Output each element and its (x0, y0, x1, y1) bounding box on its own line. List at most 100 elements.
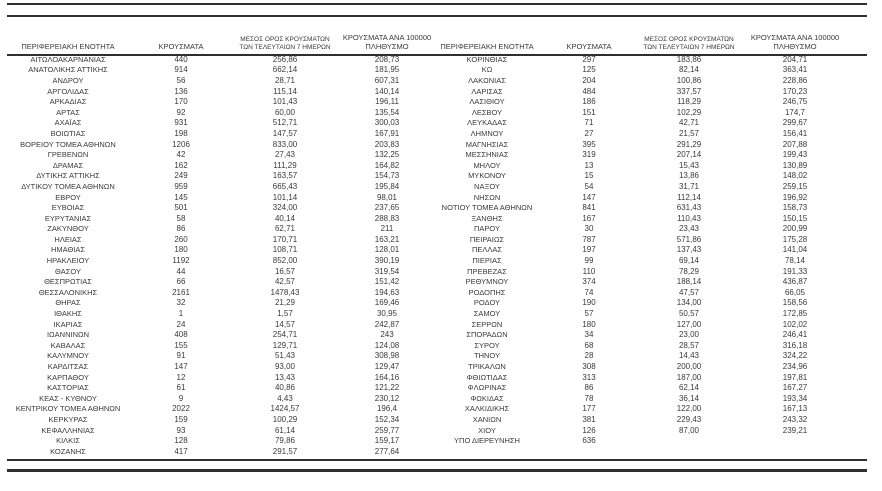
table-header: ΠΕΡΙΦΕΡΕΙΑΚΗ ΕΝΟΤΗΤΑ ΚΡΟΥΣΜΑΤΑ ΜΕΣΟΣ ΟΡΟ… (440, 25, 867, 54)
cases-cell: 151 (582, 107, 596, 117)
cases-cell: 319 (582, 150, 596, 160)
region-cell: ΑΙΤΩΛΟΑΚΑΡΝΑΝΙΑΣ (30, 54, 106, 64)
per100k-cell: 150,15 (782, 213, 808, 223)
table-row: ΛΑΚΩΝΙΑΣ 204 100,86 228,86 (441, 75, 867, 86)
avg7-cell: 69,14 (678, 256, 700, 266)
table-row: ΜΗΛΟΥ 13 15,43 130,89 (441, 160, 867, 171)
region-cell: ΥΠΟ ΔΙΕΡΕΥΝΗΣΗ (454, 436, 520, 446)
col-header-cases-label: ΚΡΟΥΣΜΑΤΑ (158, 41, 204, 51)
region-cell: ΚΕΝΤΡΙΚΟΥ ΤΟΜΕΑ ΑΘΗΝΩΝ (15, 404, 121, 414)
region-cell: ΚΕΦΑΛΛΗΝΙΑΣ (41, 425, 95, 435)
per100k-cell: 194,63 (374, 287, 400, 297)
avg7-cell: 324,00 (272, 203, 298, 213)
per100k-cell: 199,43 (782, 150, 808, 160)
table-row: ΚΑΛΥΜΝΟΥ 91 51,43 308,98 (7, 351, 437, 362)
avg7-cell: 833,00 (272, 139, 298, 149)
cases-cell: 66 (176, 277, 186, 287)
avg7-cell: 51,43 (274, 351, 296, 361)
cases-cell: 68 (584, 340, 594, 350)
region-cell: ΡΟΔΟΥ (473, 298, 501, 308)
col-header-per100k-label: ΚΡΟΥΣΜΑΤΑ ΑΝΑ 100000 ΠΛΗΘΥΣΜΟ (342, 33, 432, 51)
col-header-region-label: ΠΕΡΙΦΕΡΕΙΑΚΗ ΕΝΟΤΗΤΑ (21, 41, 115, 51)
avg7-cell: 62,71 (274, 224, 296, 234)
regional-cases-table-left: ΠΕΡΙΦΕΡΕΙΑΚΗ ΕΝΟΤΗΤΑ ΚΡΟΥΣΜΑΤΑ ΜΕΣΟΣ ΟΡΟ… (7, 25, 437, 457)
avg7-cell: 4,43 (277, 393, 293, 403)
avg7-cell: 207,14 (676, 150, 702, 160)
per100k-cell: 156,41 (782, 128, 808, 138)
cases-cell: 2161 (172, 287, 190, 297)
avg7-cell: 13,43 (274, 372, 296, 382)
region-cell: ΞΑΝΘΗΣ (471, 213, 503, 223)
region-cell: ΛΑΡΙΣΑΣ (471, 86, 503, 96)
region-cell: ΠΡΕΒΕΖΑΣ (467, 266, 507, 276)
per100k-cell: 140,14 (374, 86, 400, 96)
per100k-cell: 193,34 (782, 393, 808, 403)
cases-cell: 484 (582, 86, 596, 96)
cases-cell: 249 (174, 171, 188, 181)
region-cell: ΜΗΛΟΥ (473, 160, 501, 170)
table-row: ΜΥΚΟΝΟΥ 15 13,86 148,02 (441, 171, 867, 182)
cases-cell: 57 (584, 309, 594, 319)
avg7-cell: 60,00 (274, 107, 296, 117)
per100k-cell: 197,81 (782, 372, 808, 382)
per100k-cell: 164,16 (374, 372, 400, 382)
per100k-cell: 196,92 (782, 192, 808, 202)
cases-cell: 32 (176, 298, 186, 308)
region-cell: ΕΥΒΟΙΑΣ (51, 203, 85, 213)
cases-cell: 42 (176, 150, 186, 160)
cases-cell: 54 (584, 181, 594, 191)
table-row: ΔΥΤΙΚΟΥ ΤΟΜΕΑ ΑΘΗΝΩΝ 959 665,43 195,84 (7, 181, 437, 192)
cases-cell: 78 (584, 393, 594, 403)
cases-cell: 86 (176, 224, 186, 234)
region-cell: ΠΕΙΡΑΙΩΣ (469, 234, 505, 244)
avg7-cell: 28,71 (274, 75, 296, 85)
per100k-cell: 607,31 (374, 75, 400, 85)
avg7-cell: 36,14 (678, 393, 700, 403)
cases-cell: 71 (584, 118, 594, 128)
avg7-cell: 665,43 (272, 181, 298, 191)
cases-cell: 501 (174, 203, 188, 213)
cases-cell: 180 (582, 319, 596, 329)
region-cell: ΡΟΔΟΠΗΣ (468, 287, 506, 297)
per100k-cell: 207,88 (782, 139, 808, 149)
cases-cell: 1192 (172, 256, 190, 266)
per100k-cell: 164,82 (374, 160, 400, 170)
table-row: ΑΡΤΑΣ 92 60,00 135,54 (7, 107, 437, 118)
per100k-cell: 129,47 (374, 362, 400, 372)
table-row: ΚΕΝΤΡΙΚΟΥ ΤΟΜΕΑ ΑΘΗΝΩΝ 2022 1424,57 196,4 (7, 404, 437, 415)
cases-cell: 170 (174, 97, 188, 107)
avg7-cell: 122,00 (676, 404, 702, 414)
cases-cell: 126 (582, 425, 596, 435)
avg7-cell: 256,86 (272, 54, 298, 64)
per100k-cell: 98,01 (376, 192, 398, 202)
table-row: ΚΑΒΑΛΑΣ 155 129,71 124,08 (7, 340, 437, 351)
avg7-cell: 110,43 (677, 213, 701, 223)
avg7-cell: 200,00 (676, 362, 702, 372)
cases-cell: 44 (176, 266, 186, 276)
region-cell: ΔΡΑΜΑΣ (52, 160, 84, 170)
avg7-cell: 100,29 (272, 414, 298, 424)
cases-cell: 260 (174, 234, 188, 244)
per100k-cell: 158,73 (782, 203, 808, 213)
cases-cell: 86 (584, 383, 594, 393)
table-row: ΚΑΣΤΟΡΙΑΣ 61 40,86 121,22 (7, 382, 437, 393)
table-row: ΓΡΕΒΕΝΩΝ 42 27,43 132,25 (7, 149, 437, 160)
region-cell: ΗΡΑΚΛΕΙΟΥ (46, 256, 90, 266)
region-cell: ΠΙΕΡΙΑΣ (472, 256, 502, 266)
per100k-cell: 159,17 (374, 436, 400, 446)
table-row: ΛΕΥΚΑΔΑΣ 71 42,71 299,67 (441, 118, 867, 129)
avg7-cell: 183,86 (676, 54, 702, 64)
per100k-cell: 167,91 (374, 128, 400, 138)
avg7-cell: 27,43 (274, 150, 296, 160)
per100k-cell: 246,41 (782, 330, 808, 340)
table-row: ΕΥΒΟΙΑΣ 501 324,00 237,65 (7, 202, 437, 213)
avg7-cell: 1478,43 (270, 287, 300, 297)
table-row: ΡΕΘΥΜΝΟΥ 374 188,14 436,87 (441, 276, 867, 287)
region-cell: ΕΥΡΥΤΑΝΙΑΣ (44, 213, 92, 223)
per100k-cell: 288,83 (374, 213, 400, 223)
avg7-cell: 40,86 (274, 383, 296, 393)
region-cell: ΛΕΣΒΟΥ (471, 107, 503, 117)
region-cell: ΦΛΩΡΙΝΑΣ (467, 383, 507, 393)
table-row: ΥΠΟ ΔΙΕΡΕΥΝΗΣΗ 636 (441, 435, 867, 446)
